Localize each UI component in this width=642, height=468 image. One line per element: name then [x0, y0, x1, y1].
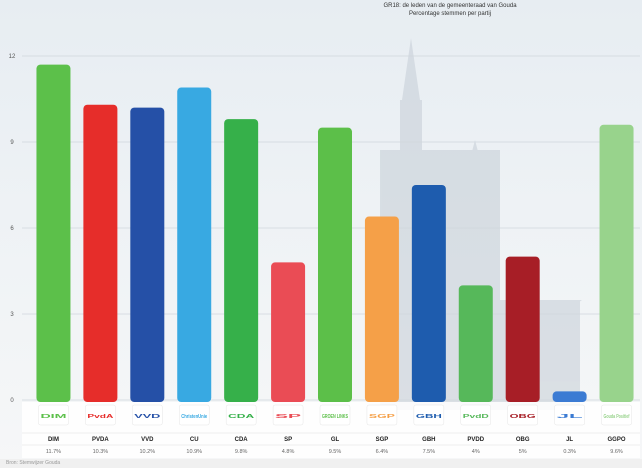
party-logo-text: OBG [510, 414, 536, 420]
x-tick-label: JL [566, 437, 573, 443]
x-tick-label: CU [190, 437, 199, 443]
bar [599, 124, 634, 403]
bar [318, 127, 352, 403]
party-logo-text: PvdA [87, 414, 113, 420]
x-tick-label: GL [331, 437, 340, 443]
data-label: 4.8% [282, 449, 295, 455]
data-label: 7.5% [423, 449, 436, 455]
party-logo-text: SP [275, 414, 303, 420]
data-label: 9.6% [610, 449, 623, 455]
x-tick-label: PVDA [92, 437, 109, 443]
data-label: 9.8% [235, 449, 248, 455]
x-tick-label: OBG [516, 437, 530, 443]
party-logo-text: Gouda Positief [604, 414, 630, 420]
x-tick-label: CDA [235, 437, 249, 443]
bar [552, 391, 587, 402]
party-logo-text: GROEN LINKS [322, 414, 348, 420]
data-label: 0.3% [563, 449, 576, 455]
x-tick-label: SP [284, 437, 292, 443]
party-logo [85, 404, 116, 426]
bar [130, 107, 165, 402]
party-logo [366, 404, 398, 426]
data-label: 10.3% [93, 449, 109, 455]
party-logo [38, 404, 69, 426]
chart-subtitle: Percentage stemmen per partij [408, 11, 492, 17]
x-tick-label: GGPO [608, 437, 626, 443]
bar [458, 285, 493, 402]
party-logo [413, 404, 445, 426]
chart-title: GR18: de leden van de gemeenteraad van G… [383, 3, 517, 9]
party-logo [601, 404, 632, 426]
data-label: 5% [519, 449, 527, 455]
x-tick-label: DIM [48, 437, 59, 443]
party-logo-text: GBH [416, 414, 443, 420]
party-logo-text: VVD [134, 414, 161, 420]
x-tick-label: SGP [376, 437, 389, 443]
party-logo [132, 404, 163, 426]
party-logo-text: CDA [228, 414, 255, 420]
party-logo-text: JL [557, 414, 587, 420]
x-tick-label: VVD [141, 437, 154, 443]
y-tick-label: 3 [10, 312, 14, 318]
y-tick-label: 0 [10, 398, 14, 404]
party-logo-text: SGP [369, 414, 396, 420]
party-logo [178, 404, 210, 426]
party-logo [554, 404, 585, 426]
bar [83, 104, 118, 402]
bar [177, 87, 212, 403]
party-logo [460, 404, 492, 426]
y-tick-label: 6 [10, 226, 14, 232]
party-logo [319, 404, 351, 426]
data-label: 4% [472, 449, 480, 455]
party-logo [272, 404, 304, 426]
y-tick-label: 9 [10, 140, 14, 146]
party-logo [507, 404, 538, 426]
data-label: 11.7% [46, 449, 61, 455]
data-label: 6.4% [376, 449, 389, 455]
data-label: 10.9% [186, 449, 202, 455]
bar [224, 119, 259, 403]
party-logo [225, 404, 257, 426]
x-tick-label: GBH [422, 437, 435, 443]
party-logo-text: DIM [40, 414, 66, 420]
party-logo-text: PvdD [463, 414, 489, 420]
data-label: 10.2% [140, 449, 156, 455]
bar [36, 64, 71, 402]
footer-bar: Bron: Stemwijzer Gouda [0, 459, 642, 468]
bar [411, 185, 446, 402]
x-tick-label: PVDD [467, 437, 484, 443]
data-label: 9.5% [329, 449, 342, 455]
bar [271, 262, 306, 402]
y-tick-label: 12 [9, 54, 16, 60]
party-logo-text: ChristenUnie [181, 414, 207, 420]
footer-source: Bron: Stemwijzer Gouda [6, 460, 61, 466]
bar [505, 256, 540, 402]
bar [364, 216, 399, 402]
